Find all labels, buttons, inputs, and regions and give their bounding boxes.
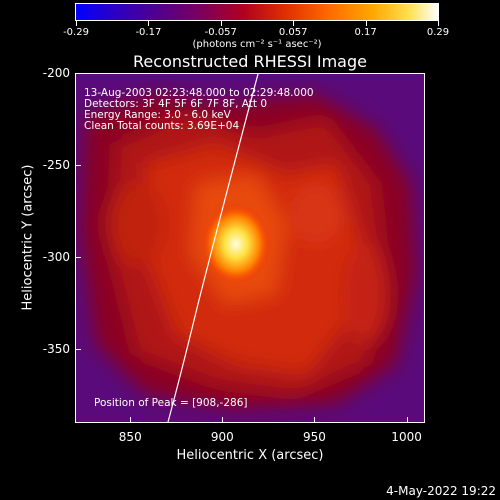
info-detectors: Detectors: 3F 4F 5F 6F 7F 8F, Att 0 bbox=[84, 98, 268, 110]
colorbar-tick-label: -0.057 bbox=[204, 27, 237, 38]
limb-curve bbox=[167, 74, 259, 422]
x-tick-mark bbox=[406, 417, 408, 423]
date-stamp: 4-May-2022 19:22 bbox=[386, 484, 496, 498]
y-tick-mark bbox=[75, 165, 81, 167]
y-tick-mark bbox=[75, 73, 81, 74]
y-tick-mark bbox=[75, 257, 81, 259]
y-tick-label: -200 bbox=[42, 66, 70, 80]
x-tick-label: 1000 bbox=[391, 430, 422, 444]
heatmap-image bbox=[76, 74, 424, 422]
colorbar-tick-mark bbox=[148, 21, 150, 26]
y-tick-label: -300 bbox=[42, 250, 70, 265]
colorbar-tick-mark bbox=[438, 21, 439, 26]
x-tick-label: 950 bbox=[303, 430, 326, 444]
colorbar-tick-label: -0.17 bbox=[135, 27, 162, 38]
colorbar-tick-label: 0.29 bbox=[426, 27, 450, 38]
colorbar-tick-label: 0.057 bbox=[278, 27, 308, 38]
heatmap-plot: 13-Aug-2003 02:23:48.000 to 02:29:48.000… bbox=[75, 73, 425, 423]
x-tick-mark bbox=[130, 417, 132, 423]
colorbar-tick-label: -0.29 bbox=[63, 27, 89, 38]
colorbar-tick-mark bbox=[365, 21, 367, 26]
info-time: 13-Aug-2003 02:23:48.000 to 02:29:48.000 bbox=[84, 87, 314, 99]
x-tick-label: 850 bbox=[118, 430, 142, 444]
colorbar bbox=[75, 3, 439, 21]
colorbar-tick-mark bbox=[293, 21, 295, 26]
peak-position: Position of Peak = [908,-286] bbox=[94, 397, 248, 409]
plot-title: Reconstructed RHESSI Image bbox=[133, 52, 367, 71]
colorbar-tick-mark bbox=[76, 21, 77, 26]
y-tick-mark bbox=[75, 349, 81, 351]
info-clean: Clean Total counts: 3.69E+04 bbox=[84, 120, 240, 132]
y-axis-title: Heliocentric Y (arcsec) bbox=[20, 164, 36, 311]
colorbar-units: (photons cm⁻² s⁻¹ asec⁻²) bbox=[192, 39, 322, 50]
info-energy: Energy Range: 3.0 - 6.0 keV bbox=[84, 109, 231, 121]
colorbar-tick-mark bbox=[220, 21, 222, 26]
x-tick-mark bbox=[222, 417, 224, 423]
x-tick-mark bbox=[314, 417, 316, 423]
x-axis-title: Heliocentric X (arcsec) bbox=[176, 448, 324, 463]
colorbar-tick-label: 0.17 bbox=[354, 27, 377, 38]
y-tick-label: -250 bbox=[42, 158, 70, 173]
x-tick-label: 900 bbox=[210, 430, 234, 444]
y-tick-label: -350 bbox=[42, 342, 70, 357]
